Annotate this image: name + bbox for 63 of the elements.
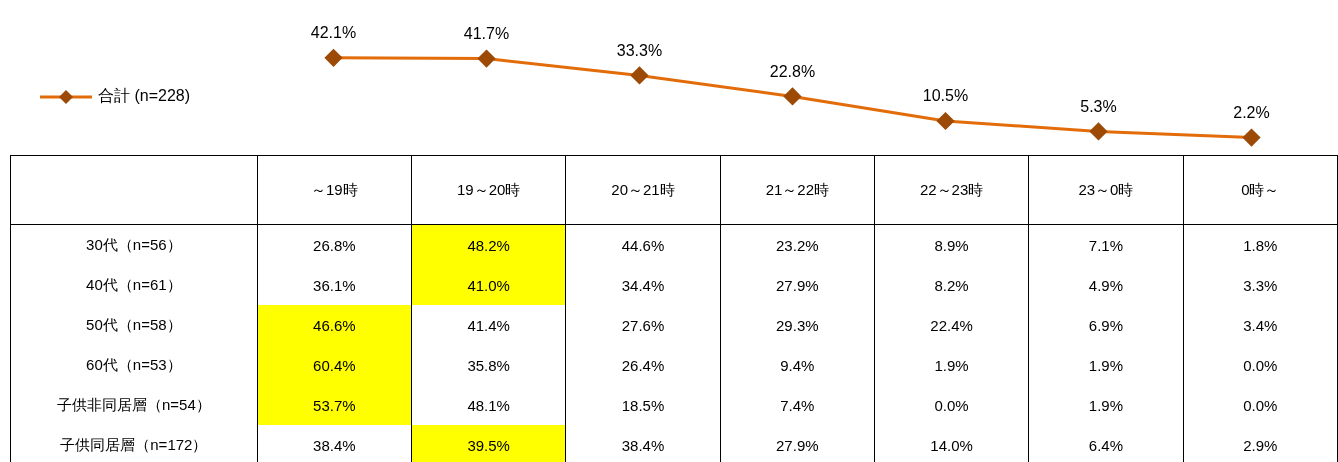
data-label: 8.9% [874,224,1029,265]
data-label: 7.1% [1028,224,1184,265]
data-label: 14.0% [874,425,1029,462]
data-label: 18.5% [565,385,721,425]
x-tick-label: 20～21時 [565,155,721,225]
data-label: 6.9% [1028,305,1184,345]
data-label: 4.9% [1028,265,1184,305]
data-label: 29.3% [720,305,875,345]
data-label: 22.8% [769,62,816,80]
data-label: 23.2% [720,224,875,265]
data-label: 26.4% [565,345,721,385]
data-label: 53.7% [257,385,412,425]
data-label: 44.6% [565,224,721,265]
y-tick-label: 60代（n=53） [10,345,258,385]
data-label: 36.1% [257,265,412,305]
data-label: 27.9% [720,265,875,305]
y-tick-label: 子供非同居層（n=54） [10,385,258,425]
data-label: 60.4% [257,345,412,385]
x-tick-label: 22～23時 [874,155,1029,225]
data-label: 26.8% [257,224,412,265]
data-label: 0.0% [1183,345,1338,385]
x-tick-label: ～19時 [257,155,412,225]
data-label: 5.3% [1080,97,1117,115]
data-label: 8.2% [874,265,1029,305]
data-label: 1.8% [1183,224,1338,265]
x-tick-label: 19～20時 [411,155,566,225]
data-label: 1.9% [874,345,1029,385]
y-tick-label: 50代（n=58） [10,305,258,345]
data-label: 34.4% [565,265,721,305]
data-label: 2.2% [1233,104,1270,122]
data-label: 22.4% [874,305,1029,345]
data-label: 41.4% [411,305,566,345]
data-label: 0.0% [874,385,1029,425]
data-label: 35.8% [411,345,566,385]
data-label: 41.0% [411,265,566,305]
data-label: 1.9% [1028,345,1184,385]
data-label: 6.4% [1028,425,1184,462]
legend-label: 合計 (n=228) [98,87,191,105]
data-label: 38.4% [257,425,412,462]
y-tick-label: 40代（n=61） [10,265,258,305]
y-tick-label: 30代（n=56） [10,224,258,265]
data-label: 48.1% [411,385,566,425]
data-label: 46.6% [257,305,412,345]
y-tick-label: 子供同居層（n=172） [10,425,258,462]
data-label: 38.4% [565,425,721,462]
data-label: 48.2% [411,224,566,265]
data-label: 7.4% [720,385,875,425]
x-tick-label: 0時～ [1183,155,1338,225]
data-label: 33.3% [616,41,663,59]
data-label: 10.5% [922,87,969,105]
data-label: 27.9% [720,425,875,462]
data-label: 39.5% [411,425,566,462]
data-label: 41.7% [463,25,510,43]
data-label: 9.4% [720,345,875,385]
x-tick-label: 23～0時 [1028,155,1184,225]
data-label: 3.3% [1183,265,1338,305]
data-label: 0.0% [1183,385,1338,425]
data-label: 3.4% [1183,305,1338,345]
x-tick-label: 21～22時 [720,155,875,225]
data-label: 42.1% [310,24,357,42]
data-label: 1.9% [1028,385,1184,425]
data-label: 2.9% [1183,425,1338,462]
data-label: 27.6% [565,305,721,345]
